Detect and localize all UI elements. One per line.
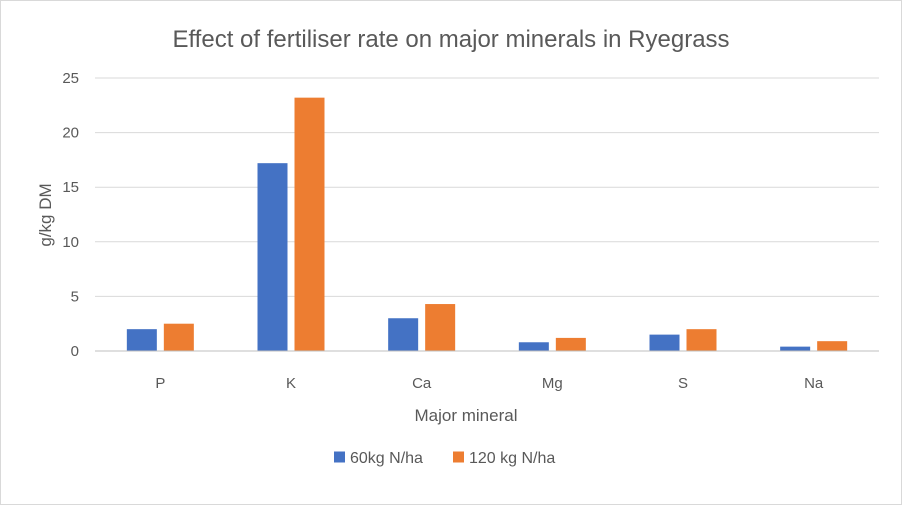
y-tick-label: 25 <box>62 70 79 87</box>
y-tick-label: 10 <box>62 234 79 251</box>
bars <box>126 97 848 351</box>
legend: 60kg N/ha 120 kg N/ha <box>334 450 555 467</box>
x-tick-label: Mg <box>542 375 563 392</box>
bar-s-series-2 <box>686 329 717 351</box>
bar-na-series-2 <box>817 341 848 351</box>
bar-s-series-1 <box>649 334 680 351</box>
bar-k-series-1 <box>257 163 288 351</box>
legend-label-1: 60kg N/ha <box>350 450 423 467</box>
x-tick-label: P <box>155 375 165 392</box>
gridlines <box>95 77 879 297</box>
x-axis-title: Major mineral <box>415 406 518 425</box>
x-tick-label: S <box>678 375 688 392</box>
y-axis-title: g/kg DM <box>36 183 55 246</box>
x-tick-label: Ca <box>412 375 432 392</box>
bar-p-series-2 <box>163 323 194 351</box>
bar-mg-series-1 <box>518 342 549 351</box>
x-tick-label: K <box>286 375 296 392</box>
legend-label-2: 120 kg N/ha <box>469 450 555 467</box>
bar-ca-series-1 <box>388 318 419 351</box>
bar-ca-series-2 <box>425 304 456 351</box>
x-tick-labels: P K Ca Mg S Na <box>155 375 824 392</box>
bar-na-series-1 <box>780 346 811 351</box>
y-tick-labels: 0 5 10 15 20 25 <box>62 70 79 360</box>
y-tick-label: 5 <box>71 288 79 305</box>
bar-mg-series-2 <box>555 337 586 351</box>
bar-p-series-1 <box>126 329 157 351</box>
legend-swatch-2 <box>453 451 464 463</box>
legend-swatch-1 <box>334 451 345 463</box>
chart-title: Effect of fertiliser rate on major miner… <box>172 26 729 53</box>
y-tick-label: 0 <box>71 343 79 360</box>
x-tick-label: Na <box>804 375 824 392</box>
bar-k-series-2 <box>294 97 325 351</box>
y-tick-label: 15 <box>62 179 79 196</box>
y-tick-label: 20 <box>62 125 79 142</box>
